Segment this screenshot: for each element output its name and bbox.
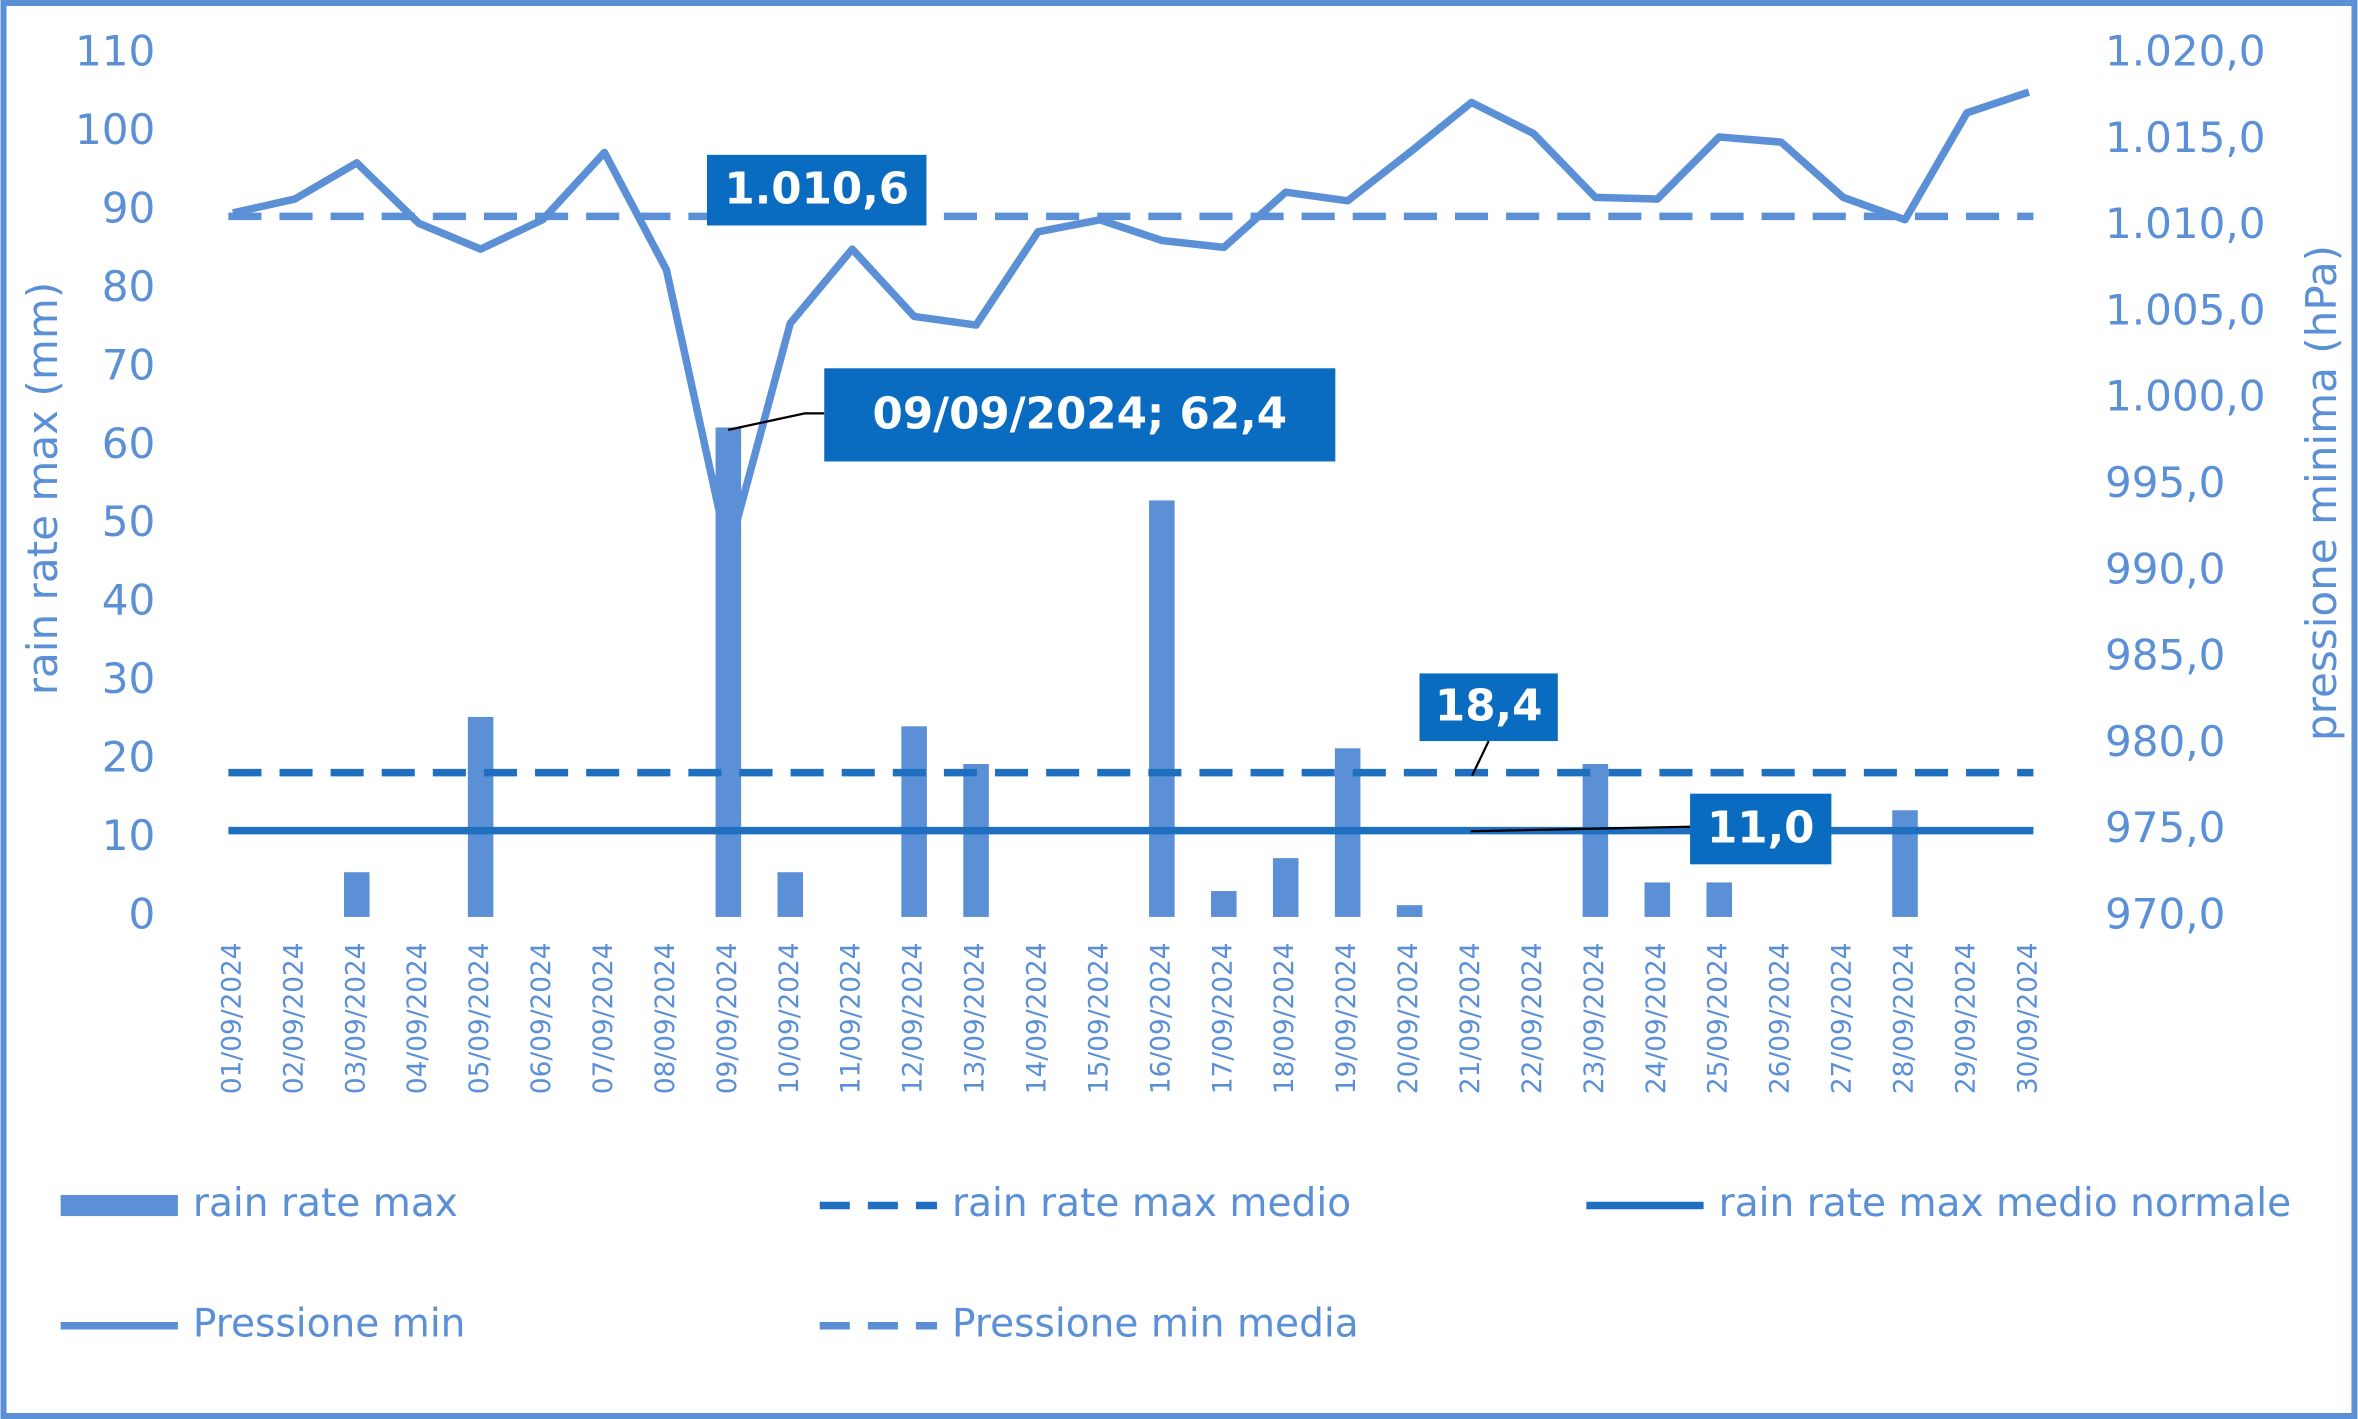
x-tick-label: 20/09/2024 [1394, 942, 1424, 1094]
bar [467, 716, 494, 917]
bar [777, 872, 804, 917]
x-tick-label: 08/09/2024 [651, 942, 681, 1094]
y2-tick-label: 980,0 [2105, 717, 2225, 766]
y2-tick-label: 1.015,0 [2105, 113, 2266, 162]
y-tick-label: 100 [75, 105, 155, 154]
y2-tick-label: 985,0 [2105, 631, 2225, 680]
x-tick-label: 24/09/2024 [1642, 942, 1672, 1094]
x-tick-label: 23/09/2024 [1580, 942, 1610, 1094]
x-tick-label: 30/09/2024 [2013, 942, 2043, 1094]
bar [1272, 858, 1299, 917]
legend-label: Pressione min [193, 1301, 466, 1346]
y2-tick-label: 1.000,0 [2105, 372, 2266, 421]
x-tick-label: 19/09/2024 [1332, 942, 1362, 1094]
y-tick-label: 110 [75, 27, 155, 76]
x-tick-label: 22/09/2024 [1518, 942, 1548, 1094]
x-tick-label: 07/09/2024 [589, 942, 619, 1094]
line [232, 88, 2031, 557]
y2-tick-label: 990,0 [2105, 544, 2225, 593]
x-tick-label: 15/09/2024 [1084, 942, 1114, 1094]
x-tick-label: 25/09/2024 [1704, 942, 1734, 1094]
legend-label: Pressione min media [952, 1301, 1359, 1346]
x-tick-label: 16/09/2024 [1146, 942, 1176, 1094]
bar [901, 726, 927, 917]
x-tick-label: 09/09/2024 [713, 942, 743, 1094]
y2-tick-label: 1.010,0 [2105, 199, 2266, 248]
x-tick-label: 02/09/2024 [279, 942, 309, 1094]
x-tick-label: 13/09/2024 [961, 942, 991, 1094]
y2-tick-label: 975,0 [2105, 803, 2225, 852]
x-tick-label: 28/09/2024 [1890, 942, 1920, 1094]
y2-tick-label: 970,0 [2105, 889, 2225, 938]
y-tick-label: 80 [102, 262, 156, 311]
legend-label: rain rate max [193, 1181, 458, 1226]
bar [1644, 882, 1671, 917]
y-tick-label: 30 [102, 654, 156, 703]
x-tick-label: 03/09/2024 [341, 942, 371, 1094]
bar [1892, 810, 1918, 917]
y-tick-label: 20 [102, 733, 156, 782]
bar [963, 763, 989, 917]
annotation-label: 11,0 [1707, 804, 1815, 854]
x-tick-label: 12/09/2024 [899, 942, 929, 1094]
y-tick-label: 60 [102, 419, 156, 468]
y-tick-label: 70 [102, 340, 156, 389]
y2-tick-label: 1.005,0 [2105, 285, 2266, 334]
annotation-label: 1.010,6 [724, 165, 909, 215]
annotation-box [1419, 673, 1558, 742]
bar [1582, 763, 1609, 917]
y-tick-label: 50 [102, 497, 156, 546]
bar [343, 872, 370, 917]
annotation-box [824, 368, 1336, 462]
y-tick-label: 0 [129, 889, 156, 938]
x-tick-label: 05/09/2024 [465, 942, 495, 1094]
legend-swatch [60, 1195, 178, 1217]
x-tick-label: 14/09/2024 [1023, 942, 1053, 1094]
annotation-box [707, 154, 927, 226]
legend-label: rain rate max medio [952, 1181, 1351, 1226]
bar [1211, 891, 1237, 917]
y-tick-label: 40 [102, 576, 156, 625]
bar [1149, 500, 1175, 917]
bar [1706, 882, 1733, 917]
annotation-label: 18,4 [1435, 682, 1543, 732]
y2-tick-label: 1.020,0 [2105, 27, 2266, 76]
y2-tick-label: 995,0 [2105, 458, 2225, 507]
annotation-leader [1471, 740, 1490, 777]
x-tick-label: 01/09/2024 [217, 942, 247, 1094]
x-tick-label: 26/09/2024 [1766, 942, 1796, 1094]
x-tick-label: 21/09/2024 [1456, 942, 1486, 1094]
annotation-leader [727, 412, 825, 432]
x-tick-label: 27/09/2024 [1828, 942, 1858, 1094]
y-axis-title: rain rate max (mm) [18, 282, 67, 696]
x-tick-label: 29/09/2024 [1951, 942, 1981, 1094]
y2-axis-title: pressione minima (hPa) [2297, 245, 2346, 741]
y-tick-label: 90 [102, 183, 156, 232]
annotation-label: 09/09/2024; 62,4 [873, 389, 1288, 439]
bar [1396, 905, 1423, 917]
annotation-leader [1470, 825, 1691, 833]
x-tick-label: 17/09/2024 [1208, 942, 1238, 1094]
y-tick-label: 10 [102, 811, 156, 860]
x-tick-label: 18/09/2024 [1270, 942, 1300, 1094]
x-tick-label: 11/09/2024 [837, 942, 867, 1094]
x-tick-label: 06/09/2024 [527, 942, 557, 1094]
x-tick-label: 10/09/2024 [775, 942, 805, 1094]
legend-label: rain rate max medio normale [1719, 1181, 2291, 1226]
x-tick-label: 04/09/2024 [403, 942, 433, 1094]
annotation-box [1690, 793, 1832, 865]
